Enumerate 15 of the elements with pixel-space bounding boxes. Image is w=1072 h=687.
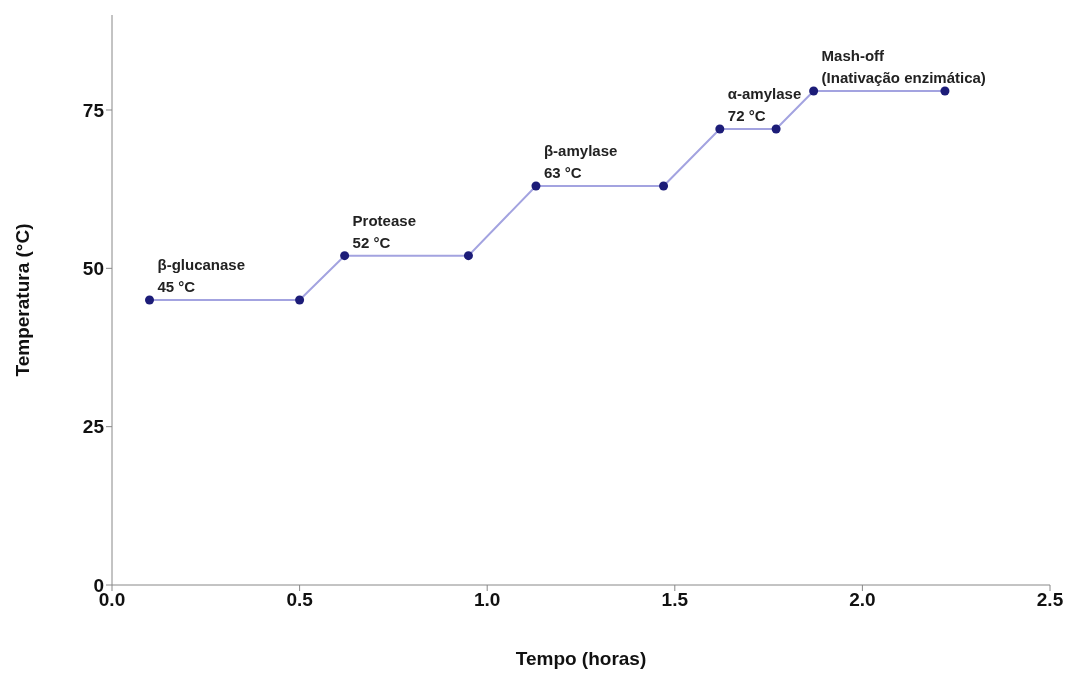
x-axis-title: Tempo (horas) [515, 648, 647, 669]
x-tick-label: 2.0 [849, 589, 876, 611]
y-axis-title: Temperatura (°C) [11, 223, 33, 377]
y-tick-label: 75 [82, 99, 105, 121]
annotation: Mash-off (Inativação enzimática) [821, 47, 986, 86]
annotation: β-amylase 63 °C [543, 142, 618, 181]
x-tick-label: 1.0 [473, 589, 501, 611]
annotation: Protease 52 °C [352, 211, 416, 251]
annotation: β-glucanase 45 °C [157, 256, 246, 295]
y-tick-label: 25 [82, 416, 105, 438]
x-tick-label: 0.5 [286, 589, 314, 611]
annotation: α-amylase 72 °C [727, 85, 802, 124]
y-tick-label: 50 [82, 258, 104, 280]
x-tick-label: 1.5 [661, 589, 689, 611]
x-tick-label: 2.5 [1036, 589, 1064, 611]
